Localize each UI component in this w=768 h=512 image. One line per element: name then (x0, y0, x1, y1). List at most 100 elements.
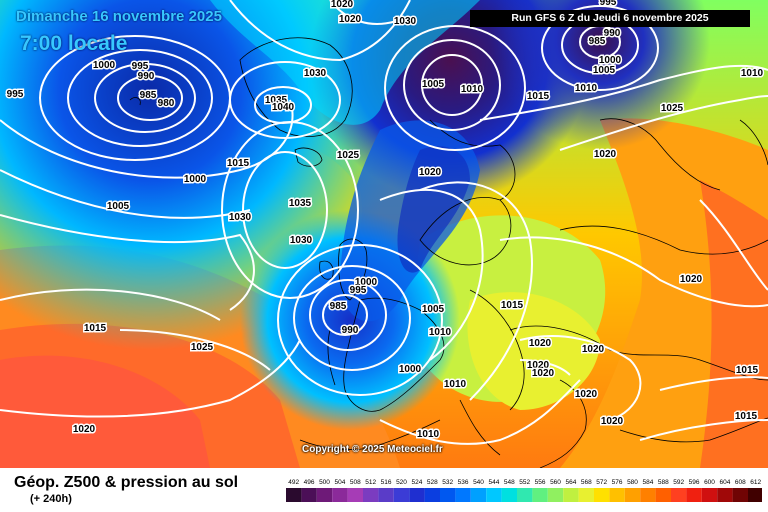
isobar-label: 1015 (527, 91, 550, 102)
legend-swatch (286, 488, 302, 502)
legend-value: 588 (658, 479, 669, 486)
legend-swatch (455, 488, 471, 502)
legend-swatch (440, 488, 456, 502)
run-info: Run GFS 6 Z du Jeudi 6 novembre 2025 (470, 10, 750, 27)
legend-value: 552 (519, 479, 530, 486)
isobar-label: 1035 (289, 198, 312, 209)
legend-value: 496 (304, 479, 315, 486)
legend-swatch (624, 488, 641, 502)
legend-value: 580 (627, 479, 638, 486)
legend-value: 584 (642, 479, 653, 486)
isobar-label: 1005 (593, 65, 616, 76)
isobar-label: 1020 (331, 0, 354, 10)
isobars (0, 0, 768, 444)
legend-value: 556 (535, 479, 546, 486)
legend-value: 596 (689, 479, 700, 486)
isobar-label: 990 (342, 325, 359, 336)
legend-value: 492 (288, 479, 299, 486)
legend-swatch (301, 488, 317, 502)
forecast-range: (+ 240h) (30, 493, 72, 505)
legend-swatch (748, 488, 762, 502)
isobar-label: 980 (158, 98, 175, 109)
isobar-label: 1015 (736, 365, 759, 376)
legend-value: 540 (473, 479, 484, 486)
isobar-label: 1020 (601, 416, 624, 427)
isobar-label: 995 (350, 285, 367, 296)
legend-value: 532 (442, 479, 453, 486)
legend-value: 592 (673, 479, 684, 486)
legend-value: 544 (488, 479, 499, 486)
footer-bar: Géop. Z500 & pression au sol (+ 240h) 49… (0, 468, 768, 512)
isobar-label: 1020 (575, 389, 598, 400)
legend-swatch (594, 488, 610, 502)
legend-swatch (316, 488, 333, 502)
legend-value: 600 (704, 479, 715, 486)
isobar-label: 1000 (184, 174, 207, 185)
legend-value: 520 (396, 479, 407, 486)
isobar-label: 1010 (461, 84, 484, 95)
isobar-label: 1020 (527, 360, 550, 371)
isobar-label: 1020 (339, 14, 362, 25)
isobar-label: 985 (330, 301, 347, 312)
isobar-label: 1015 (227, 158, 250, 169)
legend-swatch (332, 488, 348, 502)
legend-swatch (409, 488, 425, 502)
legend-swatch (393, 488, 410, 502)
legend-value: 508 (350, 479, 361, 486)
isobar-label: 1030 (304, 68, 327, 79)
isobar-label: 985 (589, 36, 606, 47)
isobar-label: 995 (132, 61, 149, 72)
legend-value: 548 (504, 479, 515, 486)
isobar-label: 1005 (422, 304, 445, 315)
legend-swatch (717, 488, 733, 502)
legend-swatch (609, 488, 625, 502)
isobar-label: 1000 (399, 364, 422, 375)
isobar-label: 1010 (575, 83, 598, 94)
isobar-label: 1020 (419, 167, 442, 178)
legend-value: 572 (596, 479, 607, 486)
isobar-label: 1025 (191, 342, 214, 353)
isobar-label: 1015 (735, 411, 758, 422)
legend-value: 604 (719, 479, 730, 486)
legend-value: 564 (565, 479, 576, 486)
legend-value: 500 (319, 479, 330, 486)
isobar-label: 1020 (594, 149, 617, 160)
legend-value: 524 (411, 479, 422, 486)
isobar-label: 1025 (337, 150, 360, 161)
legend-swatch (517, 488, 533, 502)
legend-value: 516 (381, 479, 392, 486)
isobar-label: 1030 (290, 235, 313, 246)
legend-swatch (640, 488, 656, 502)
legend-swatch (363, 488, 379, 502)
map-title: Géop. Z500 & pression au sol (14, 474, 239, 491)
legend-swatch (486, 488, 502, 502)
legend-swatch (532, 488, 548, 502)
legend-swatch (655, 488, 671, 502)
isobar-label: 990 (604, 28, 621, 39)
isobar-label: 995 (600, 0, 617, 8)
legend-value: 504 (334, 479, 345, 486)
isobar-label: 995 (7, 89, 24, 100)
legend-swatch (347, 488, 363, 502)
isobar-label: 1005 (422, 79, 445, 90)
isobar-label: 985 (140, 90, 157, 101)
legend-value: 576 (612, 479, 623, 486)
copyright: Copyright © 2025 Meteociel.fr (302, 444, 443, 455)
legend-swatch (470, 488, 487, 502)
isobar-label: 1010 (429, 327, 452, 338)
forecast-time: 7:00 locale (20, 32, 128, 55)
isobar-label: 1010 (444, 379, 467, 390)
isobar-label: 1020 (73, 424, 96, 435)
legend-swatch (686, 488, 702, 502)
legend-value: 536 (458, 479, 469, 486)
isobar-label: 1020 (680, 274, 703, 285)
legend-swatch (671, 488, 687, 502)
isobar-label: 1000 (93, 60, 116, 71)
isobar-label: 1000 (599, 55, 622, 66)
legend-swatch (424, 488, 440, 502)
forecast-date: Dimanche 16 novembre 2025 (16, 8, 222, 25)
legend-swatch (701, 488, 718, 502)
isobar-label: 1020 (582, 344, 605, 355)
isobar-label: 1015 (501, 300, 524, 311)
